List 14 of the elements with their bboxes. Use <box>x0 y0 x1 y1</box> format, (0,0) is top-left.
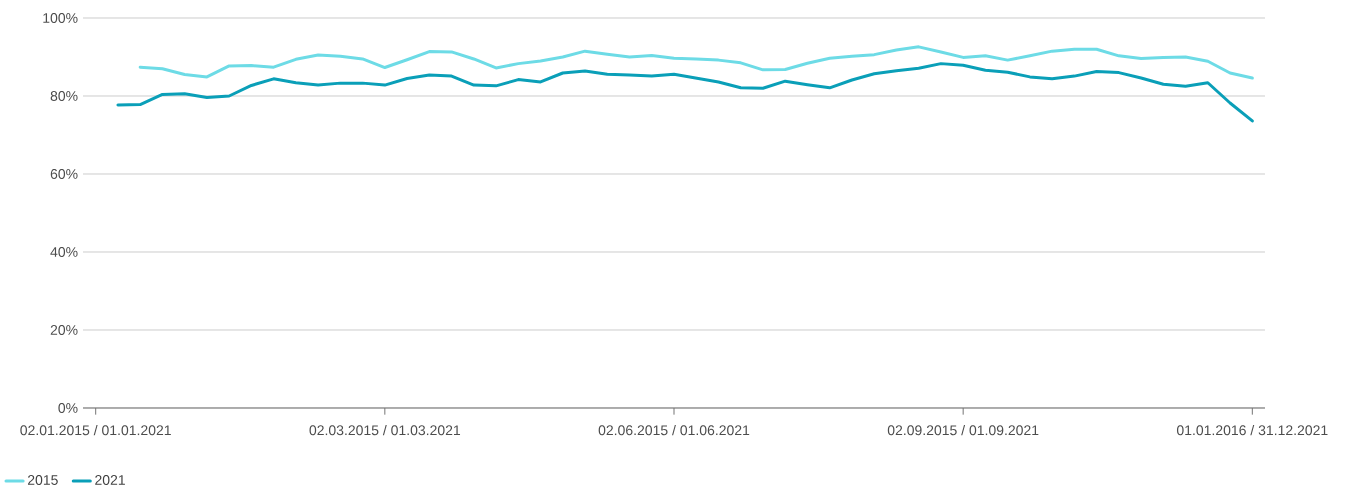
y-tick-label: 20% <box>50 324 78 335</box>
y-tick-label: 60% <box>50 168 78 179</box>
legend-label: 2015 <box>27 474 58 485</box>
y-tick-label: 100% <box>43 12 78 23</box>
legend-label: 2021 <box>95 474 125 485</box>
x-tick-label: 02.01.2015 / 01.01.2021 <box>20 424 171 436</box>
x-tick-label: 01.01.2016 / 31.12.2021 <box>1176 424 1328 436</box>
x-tick-label: 02.03.2015 / 01.03.2021 <box>309 424 461 436</box>
x-tick-label: 02.09.2015 / 01.09.2021 <box>887 424 1039 436</box>
y-tick-label: 40% <box>50 246 78 257</box>
x-tick-label: 02.06.2015 / 01.06.2021 <box>598 424 750 436</box>
y-tick-label: 80% <box>50 90 78 101</box>
line-series <box>138 45 1254 80</box>
y-tick-label: 0% <box>58 402 78 413</box>
